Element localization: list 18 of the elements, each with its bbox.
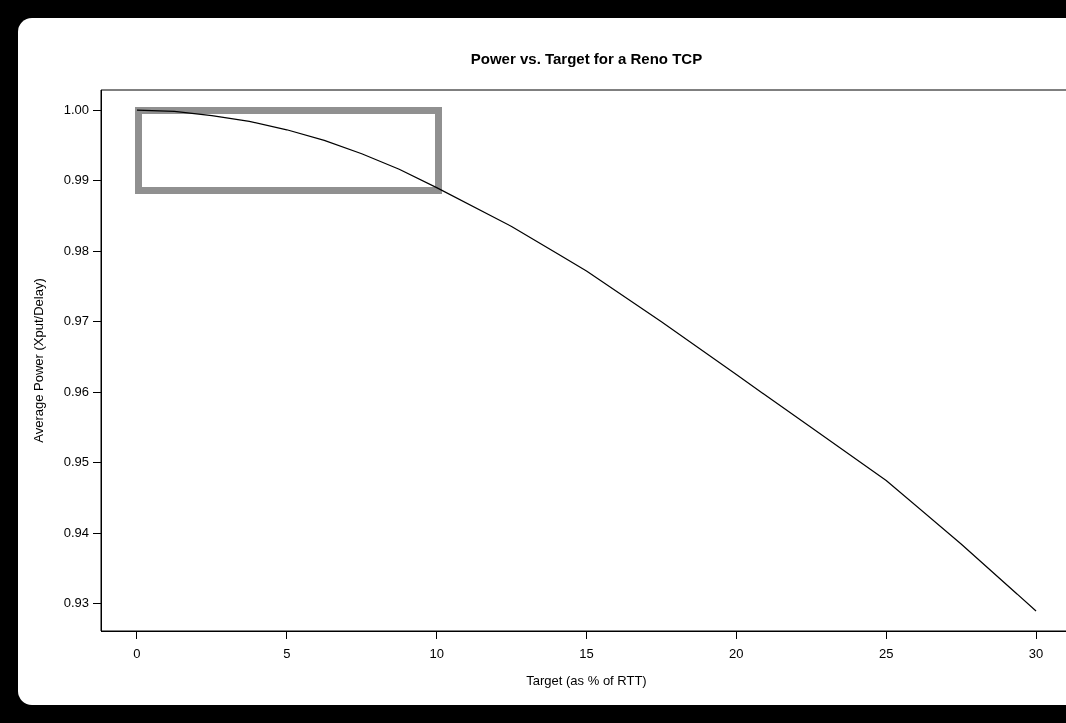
x-tick-label: 10 [429, 646, 444, 662]
y-tick-label: 0.95 [63, 454, 89, 470]
x-tick-label: 20 [729, 646, 744, 662]
chart-title: Power vs. Target for a Reno TCP [469, 50, 704, 67]
x-tick-label: 5 [283, 646, 291, 662]
x-tick-label: 30 [1028, 646, 1044, 662]
y-tick-label: 0.93 [63, 595, 89, 611]
y-axis-title: Average Power (Xput/Delay) [31, 278, 47, 443]
y-tick-label: 0.96 [63, 383, 89, 399]
y-tick-label: 0.94 [63, 524, 89, 540]
y-tick-label: 0.99 [63, 172, 89, 188]
y-tick-label: 0.97 [63, 313, 89, 329]
x-tick-label: 0 [133, 646, 141, 662]
y-tick-label: 0.98 [63, 242, 89, 258]
x-tick-label: 15 [579, 646, 594, 662]
y-tick-label: 1.00 [63, 101, 89, 117]
x-tick-label: 25 [878, 646, 894, 662]
x-axis-title: Target (as % of RTT) [526, 672, 647, 688]
